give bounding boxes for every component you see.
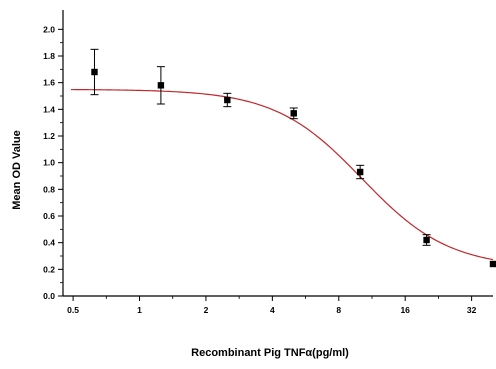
y-tick-label: 1.0 <box>43 158 55 168</box>
data-point <box>223 92 232 108</box>
x-tick-label: 16 <box>400 305 410 315</box>
point-marker <box>157 82 165 89</box>
y-tick-label: 0.0 <box>43 291 55 301</box>
y-tick-label: 1.6 <box>43 78 55 88</box>
data-point <box>356 164 365 180</box>
point-marker <box>489 260 496 268</box>
x-tick-label: 32 <box>467 305 477 315</box>
point-marker <box>423 236 430 244</box>
x-axis-title: Recombinant Pig TNFα(pg/ml) <box>191 347 349 359</box>
data-point <box>422 234 431 246</box>
point-marker <box>91 68 98 76</box>
x-tick-label: 2 <box>204 305 209 315</box>
x-tick-label: 4 <box>270 305 275 315</box>
fit-curve <box>70 88 494 261</box>
y-tick-label: 1.4 <box>43 104 55 114</box>
point-marker <box>290 110 297 117</box>
y-tick-label: 1.2 <box>43 131 55 141</box>
data-point <box>156 66 165 105</box>
y-axis-title: Mean OD Value <box>11 130 23 209</box>
point-marker <box>356 168 364 176</box>
data-point <box>489 260 496 268</box>
x-tick-label: 8 <box>336 305 341 315</box>
y-tick-label: 2.0 <box>43 24 55 34</box>
y-tick-label: 1.8 <box>43 51 55 61</box>
y-tick-label: 0.8 <box>43 184 55 194</box>
x-tick-label: 1 <box>137 305 142 315</box>
x-tick-label: 0.5 <box>67 305 79 315</box>
y-tick-label: 0.2 <box>43 264 55 274</box>
data-point <box>90 48 99 96</box>
point-marker <box>224 96 231 104</box>
y-tick-label: 0.6 <box>43 211 55 221</box>
y-tick-label: 0.4 <box>43 238 55 248</box>
data-point <box>289 107 298 120</box>
fit-curve-layer <box>70 88 494 261</box>
axes: 0.0 0.2 0.4 0.6 0.8 1.0 1.2 1.4 1.6 1.8 2.0 0.5 1 2 4 8… <box>43 10 493 315</box>
data-points-layer <box>90 48 496 268</box>
